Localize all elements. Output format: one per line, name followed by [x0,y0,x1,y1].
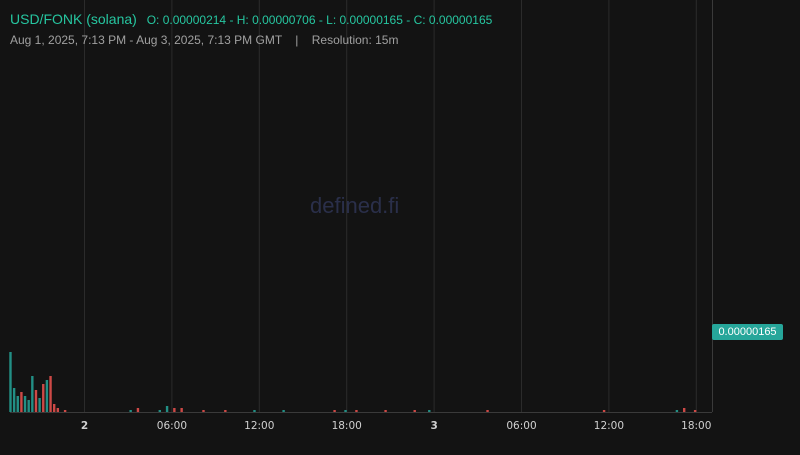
volume-bar [129,410,132,412]
volume-bar [224,410,227,412]
x-tick-label: 18:00 [332,420,362,432]
x-tick-label: 12:00 [594,420,624,432]
volume-bar [34,390,38,412]
volume-bar [428,410,431,412]
volume-bar [20,392,23,412]
volume-bar [49,376,52,412]
volume-bar [413,410,416,412]
volume-bar [42,384,45,412]
volume-bar [38,398,41,412]
resolution-label[interactable]: Resolution: 15m [311,33,399,47]
watermark: defined.fi [310,193,400,218]
volume-bar [355,410,358,412]
x-tick-label: 06:00 [506,420,536,432]
volume-bar [333,410,336,412]
volume-bar [31,376,34,412]
x-tick-label: 2 [81,420,88,432]
volume-bar [173,408,176,412]
header-separator: | [295,33,299,47]
volume-bar [486,410,489,412]
volume-bar [180,408,183,412]
volume-bar [344,410,347,412]
date-range: Aug 1, 2025, 7:13 PM - Aug 3, 2025, 7:13… [10,33,282,47]
volume-bar [682,408,686,412]
volume-bar [16,396,19,412]
volume-bar [202,410,205,412]
ohlc-readout: O: 0.00000214 - H: 0.00000706 - L: 0.000… [146,13,493,27]
volume-bar [693,410,697,412]
volume-bar [253,410,256,412]
volume-bar [602,410,606,412]
x-tick-label: 12:00 [244,420,274,432]
volume-bar [27,400,30,412]
x-tick-label: 06:00 [157,420,187,432]
x-tick-label: 3 [430,420,437,432]
volume-bar [63,410,67,412]
volume-bar [52,404,56,412]
volume-bar [9,352,12,412]
last-price-label: 0.00000165 [712,324,783,340]
x-tick-label: 18:00 [681,420,711,432]
chart-subheader: Aug 1, 2025, 7:13 PM - Aug 3, 2025, 7:13… [10,33,398,47]
volume-bar [158,410,161,412]
volume-bar [136,408,140,412]
volume-bar [165,406,169,412]
volume-bar [45,380,49,412]
volume-bar [23,396,27,412]
volume-bar [282,410,285,412]
chart-header: USD/FONK (solana) O: 0.00000214 - H: 0.0… [10,11,492,27]
volume-bar [384,410,387,412]
volume-bar [56,408,60,412]
volume-bar [675,410,679,412]
volume-bar [12,388,16,412]
pair-title[interactable]: USD/FONK (solana) [10,11,137,27]
